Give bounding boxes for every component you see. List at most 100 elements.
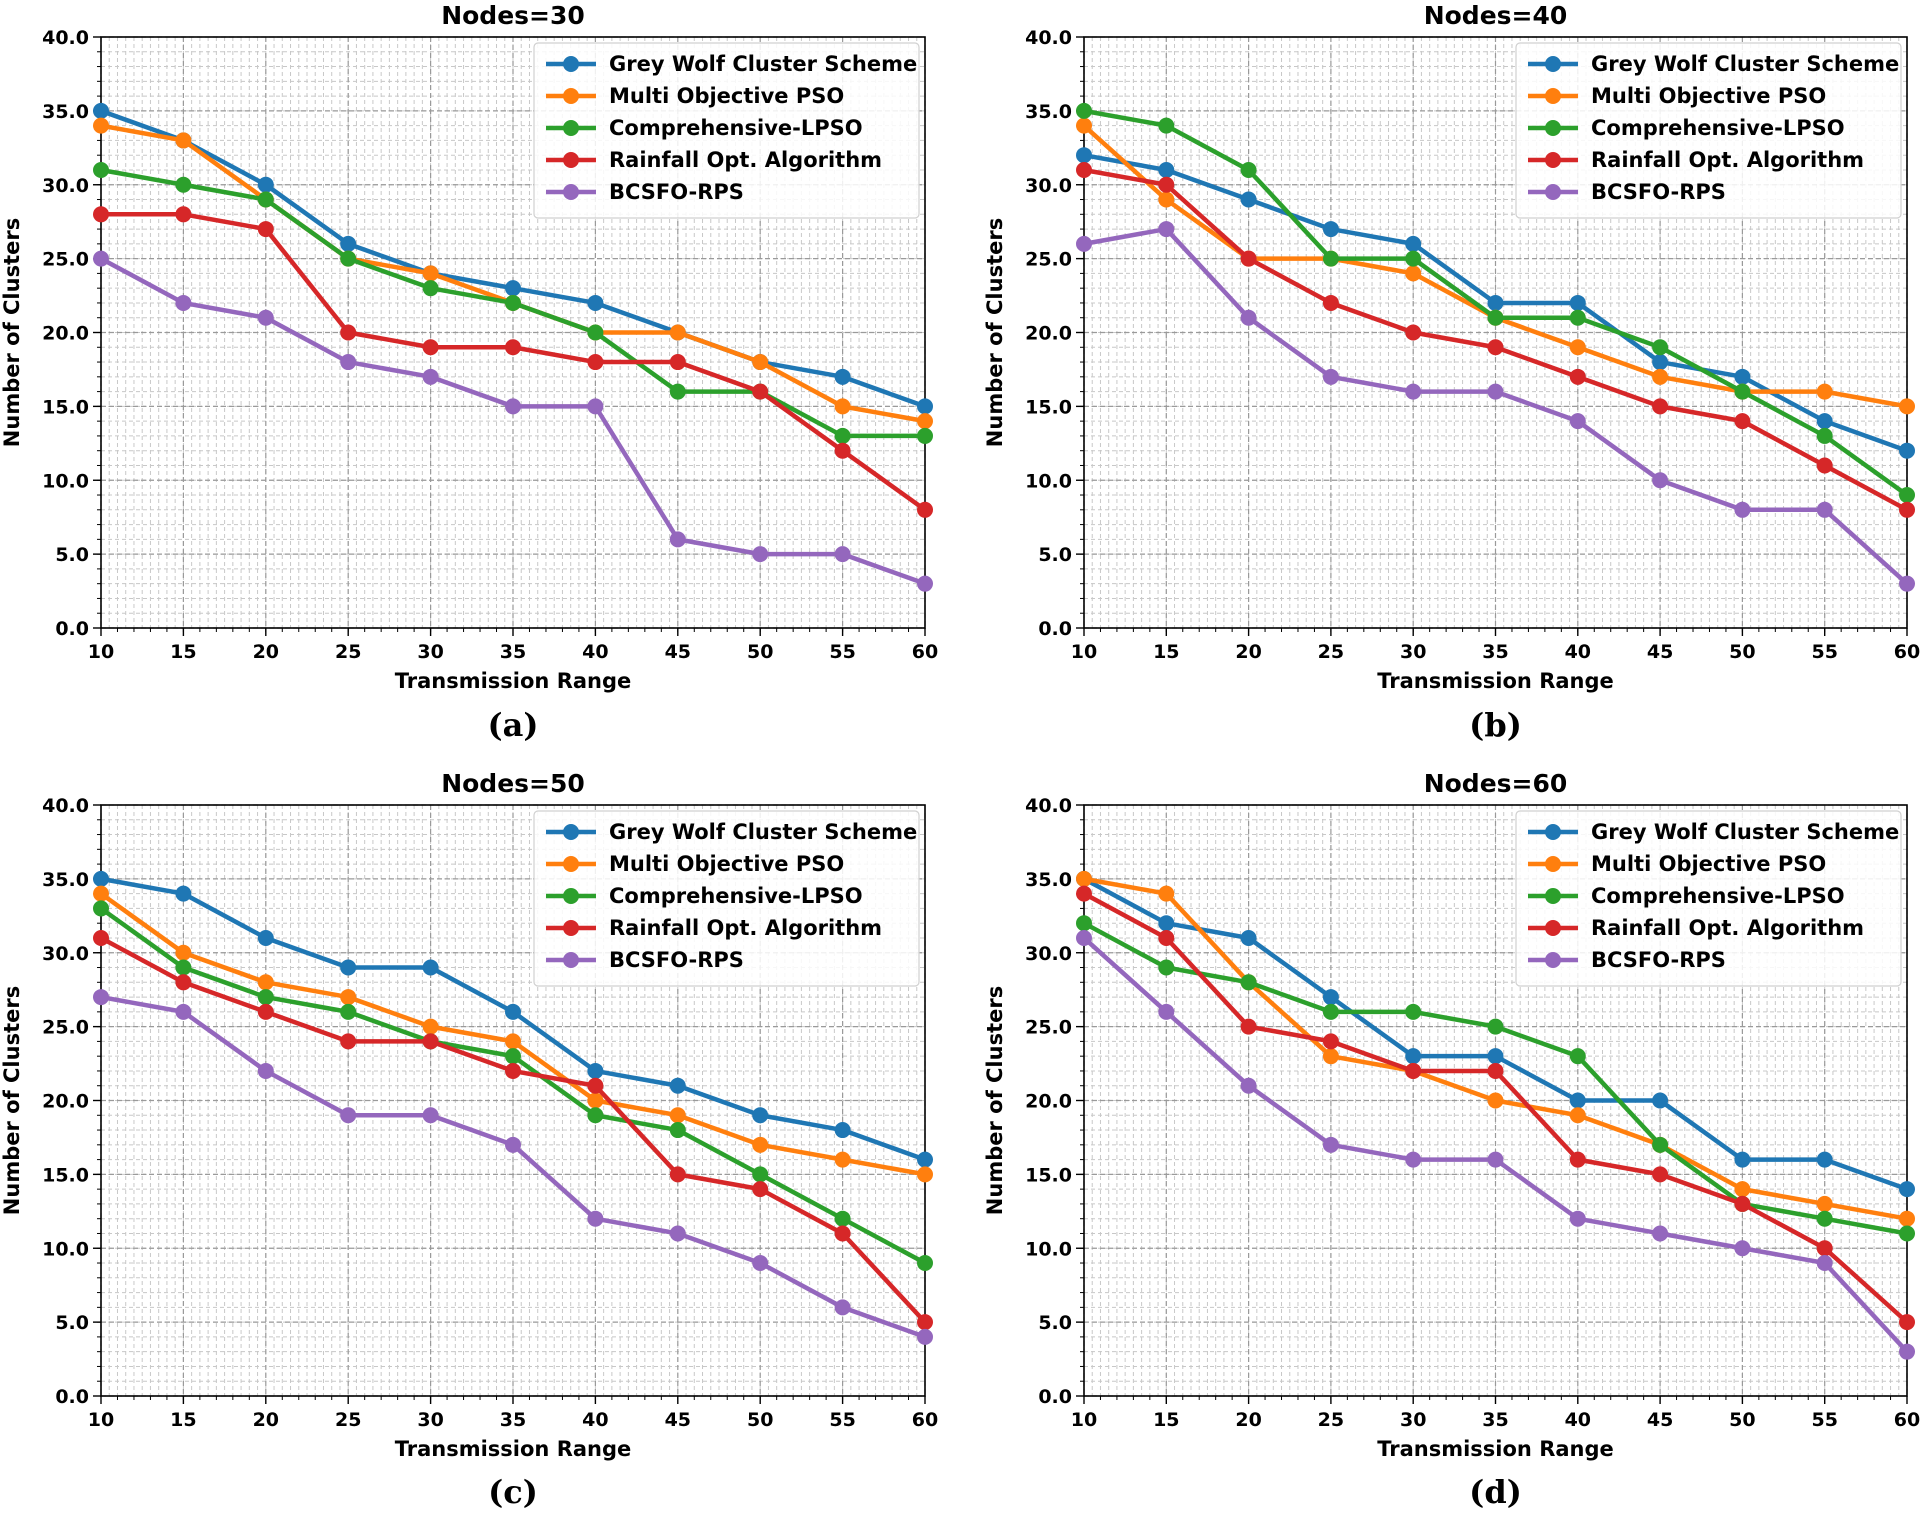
y-tick-label: 10.0 — [1025, 470, 1072, 492]
data-point — [834, 427, 851, 444]
x-tick-label: 30 — [1400, 641, 1426, 663]
data-point — [93, 870, 109, 887]
data-point — [505, 398, 521, 415]
data-point — [505, 1048, 521, 1065]
data-point — [1322, 1136, 1339, 1153]
data-point — [1899, 1314, 1915, 1331]
chart-title: Nodes=30 — [441, 1, 585, 30]
legend-label: Grey Wolf Cluster Scheme — [1591, 52, 1899, 76]
data-point — [587, 1077, 604, 1094]
panel-caption: (a) — [487, 706, 538, 744]
x-tick-label: 55 — [829, 1409, 855, 1431]
x-tick-label: 15 — [1153, 641, 1179, 663]
data-point — [1899, 1343, 1915, 1360]
data-point — [1322, 294, 1339, 311]
data-point — [340, 1033, 357, 1050]
legend-label: Multi Objective PSO — [1591, 84, 1826, 108]
data-point — [93, 250, 109, 267]
data-point — [1569, 1092, 1586, 1109]
legend-swatch-marker — [563, 888, 579, 904]
data-point — [1487, 1062, 1504, 1079]
data-point — [1158, 915, 1175, 932]
x-tick-label: 45 — [1647, 641, 1673, 663]
series-5 — [1076, 929, 1915, 1360]
x-tick-label: 40 — [1565, 1409, 1591, 1431]
data-point — [1076, 117, 1092, 134]
data-point — [93, 929, 109, 946]
legend-box — [533, 810, 920, 987]
data-point — [1569, 413, 1586, 430]
data-point — [1158, 929, 1175, 946]
data-point — [1405, 1048, 1422, 1065]
legend-label: Rainfall Opt. Algorithm — [609, 148, 882, 172]
x-tick-label: 35 — [1482, 641, 1508, 663]
legend-swatch-marker — [1545, 856, 1561, 872]
data-point — [340, 1107, 357, 1124]
y-tick-label: 0.0 — [1038, 618, 1072, 640]
legend-label: Multi Objective PSO — [609, 84, 844, 108]
legend-swatch-marker — [1545, 824, 1561, 840]
y-tick-label: 30.0 — [1025, 943, 1072, 965]
data-point — [257, 191, 274, 208]
data-point — [1240, 1018, 1257, 1035]
data-point — [669, 1077, 686, 1094]
chart-panel-1: 10 15 20 25 30 35 40 45 50 55 60 0.0 5.0 10.0 15.0 20.0… — [0, 1, 938, 744]
data-point — [917, 1255, 933, 1272]
data-point — [422, 1018, 439, 1035]
legend-swatch-marker — [563, 920, 579, 936]
data-point — [1158, 221, 1175, 238]
x-tick-label: 15 — [170, 1409, 196, 1431]
x-tick-label: 20 — [1235, 641, 1261, 663]
x-tick-label: 45 — [1647, 1409, 1673, 1431]
legend-swatch-marker — [1545, 184, 1561, 200]
series-1 — [93, 102, 933, 415]
data-point — [1734, 383, 1751, 400]
y-tick-label: 40.0 — [1025, 795, 1072, 817]
data-point — [669, 1122, 686, 1139]
legend-swatch-marker — [563, 952, 579, 968]
x-tick-label: 50 — [1729, 1409, 1755, 1431]
legend-label: Rainfall Opt. Algorithm — [1591, 916, 1864, 940]
data-point — [1487, 1048, 1504, 1065]
y-tick-label: 10.0 — [42, 1238, 89, 1260]
data-point — [1405, 1151, 1422, 1168]
y-tick-label: 0.0 — [55, 618, 89, 640]
data-point — [257, 1062, 274, 1079]
data-point — [1158, 1003, 1175, 1020]
chart-panel-3: 10 15 20 25 30 35 40 45 50 55 60 0.0 5.0 10.0 15.0 20.0… — [0, 769, 938, 1511]
data-point — [669, 354, 686, 371]
y-tick-label: 35.0 — [1025, 869, 1072, 891]
y-tick-label: 15.0 — [42, 396, 89, 418]
data-point — [340, 250, 357, 267]
y-tick-label: 20.0 — [1025, 1091, 1072, 1113]
data-point — [1487, 1092, 1504, 1109]
legend-swatch-marker — [563, 856, 579, 872]
legend-swatch-marker — [563, 824, 579, 840]
y-tick-label: 25.0 — [42, 1017, 89, 1039]
legend-swatch-marker — [1545, 120, 1561, 136]
x-tick-label: 55 — [1811, 1409, 1837, 1431]
x-tick-label: 10 — [88, 1409, 114, 1431]
legend-swatch-marker — [1545, 888, 1561, 904]
data-point — [1158, 161, 1175, 178]
data-point — [917, 501, 933, 518]
x-tick-label: 60 — [1894, 641, 1920, 663]
data-point — [752, 1255, 769, 1272]
legend-swatch-marker — [563, 184, 579, 200]
x-tick-label: 40 — [582, 641, 608, 663]
data-point — [752, 1181, 769, 1198]
legend: Grey Wolf Cluster Scheme Multi Objective … — [1515, 810, 1902, 987]
data-point — [257, 1003, 274, 1020]
y-tick-label: 35.0 — [42, 101, 89, 123]
data-point — [1816, 1151, 1833, 1168]
data-point — [422, 280, 439, 297]
y-tick-label: 5.0 — [1038, 544, 1072, 566]
data-point — [1652, 1166, 1669, 1183]
data-point — [1240, 974, 1257, 991]
legend-swatch-marker — [563, 120, 579, 136]
data-point — [1322, 1003, 1339, 1020]
data-point — [93, 102, 109, 119]
legend-box — [533, 42, 920, 219]
legend-swatch-marker — [563, 88, 579, 104]
data-point — [1899, 1210, 1915, 1227]
